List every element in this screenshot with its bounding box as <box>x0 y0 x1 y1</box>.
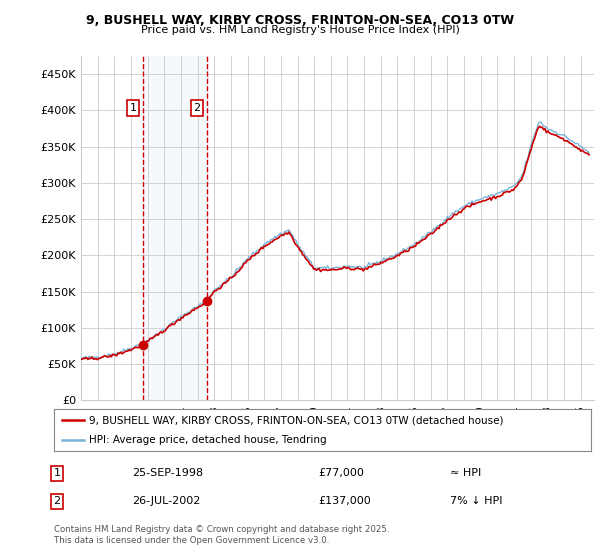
Text: £77,000: £77,000 <box>318 468 364 478</box>
Text: 25-SEP-1998: 25-SEP-1998 <box>132 468 203 478</box>
Text: Price paid vs. HM Land Registry's House Price Index (HPI): Price paid vs. HM Land Registry's House … <box>140 25 460 35</box>
Text: HPI: Average price, detached house, Tendring: HPI: Average price, detached house, Tend… <box>89 435 326 445</box>
Text: 9, BUSHELL WAY, KIRBY CROSS, FRINTON-ON-SEA, CO13 0TW: 9, BUSHELL WAY, KIRBY CROSS, FRINTON-ON-… <box>86 14 514 27</box>
Text: £137,000: £137,000 <box>318 496 371 506</box>
Text: 1: 1 <box>130 103 137 113</box>
Text: 2: 2 <box>53 496 61 506</box>
Text: 1: 1 <box>53 468 61 478</box>
Text: 9, BUSHELL WAY, KIRBY CROSS, FRINTON-ON-SEA, CO13 0TW (detached house): 9, BUSHELL WAY, KIRBY CROSS, FRINTON-ON-… <box>89 415 503 425</box>
Bar <box>143 56 207 400</box>
Text: ≈ HPI: ≈ HPI <box>450 468 481 478</box>
Text: Contains HM Land Registry data © Crown copyright and database right 2025.
This d: Contains HM Land Registry data © Crown c… <box>54 525 389 545</box>
Text: 7% ↓ HPI: 7% ↓ HPI <box>450 496 503 506</box>
Text: 26-JUL-2002: 26-JUL-2002 <box>132 496 200 506</box>
Text: 2: 2 <box>193 103 200 113</box>
